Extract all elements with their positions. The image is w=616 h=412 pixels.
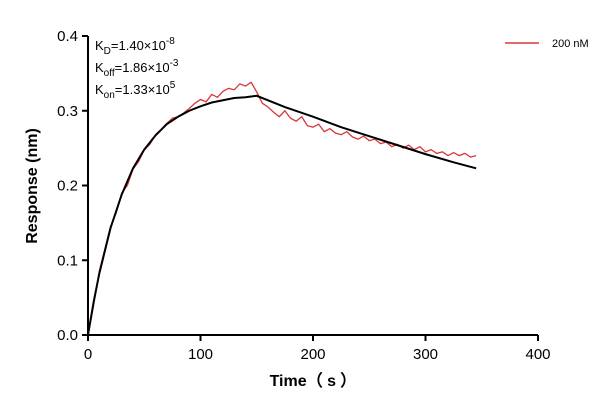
x-axis-title: Time（ s ） (270, 372, 357, 390)
y-tick-label: 0.3 (57, 103, 78, 120)
annotation-text: =1.40×10 (111, 38, 166, 53)
legend-label: 200 nM (552, 38, 589, 50)
series-line (87, 81, 477, 336)
y-axis-title: Response (nm) (24, 128, 41, 244)
annotation-symbol: K (95, 60, 104, 75)
annotation-symbol: K (95, 82, 104, 97)
x-tick-label: 0 (84, 346, 92, 363)
annotation: KD=1.40×10-8 (95, 36, 175, 57)
annotation-subscript: off (104, 68, 115, 79)
annotation: Koff=1.86×10-3 (95, 58, 179, 79)
x-tick-label: 400 (525, 346, 550, 363)
annotation-exponent: -8 (166, 36, 175, 47)
annotation-subscript: on (104, 90, 115, 101)
series-line (87, 94, 477, 336)
x-tick-label: 100 (188, 346, 213, 363)
y-tick-label: 0.2 (57, 178, 78, 195)
y-tick-label: 0.4 (57, 28, 78, 45)
y-tick-label: 0.1 (57, 252, 78, 269)
annotation: Kon=1.33×105 (95, 80, 176, 101)
annotation-symbol: K (95, 38, 104, 53)
annotation-exponent: -3 (170, 58, 179, 69)
annotation-text: =1.33×10 (115, 82, 170, 97)
y-tick-label: 0.0 (57, 327, 78, 344)
x-tick-label: 200 (300, 346, 325, 363)
annotation-subscript: D (104, 46, 111, 57)
annotation-exponent: 5 (170, 80, 176, 91)
annotation-text: =1.86×10 (115, 60, 170, 75)
x-tick-label: 300 (413, 346, 438, 363)
